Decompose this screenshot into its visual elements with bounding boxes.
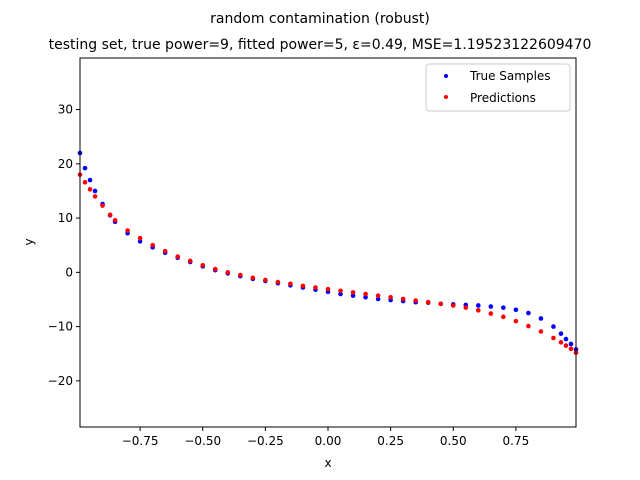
- data-point: [87, 187, 93, 192]
- data-point: [513, 307, 519, 313]
- data-point: [563, 336, 569, 342]
- data-point: [363, 295, 368, 300]
- data-point: [425, 299, 431, 305]
- y-tick-label: 30: [58, 103, 73, 117]
- data-point: [275, 279, 281, 285]
- data-point: [125, 228, 130, 233]
- data-point: [107, 212, 113, 218]
- series-predictions: [77, 172, 579, 355]
- x-tick-label: 0.00: [315, 434, 342, 448]
- data-point: [488, 311, 494, 316]
- x-tick-label: 0.75: [503, 434, 530, 448]
- data-point: [538, 316, 544, 321]
- y-tick-label: 20: [58, 157, 73, 171]
- data-point: [175, 254, 180, 259]
- data-point: [363, 291, 368, 297]
- data-point: [375, 293, 381, 298]
- data-point: [463, 305, 469, 310]
- data-point: [238, 272, 243, 278]
- data-point: [563, 343, 569, 348]
- data-point: [288, 281, 293, 287]
- chart-subtitle: testing set, true power=9, fitted power=…: [49, 37, 592, 53]
- legend-label-true-samples: True Samples: [469, 69, 551, 83]
- data-point: [325, 286, 331, 292]
- x-tick-label: 0.50: [440, 434, 467, 448]
- legend-marker-predictions: [444, 95, 448, 99]
- data-point: [501, 314, 506, 320]
- x-tick-label: −0.75: [122, 434, 159, 448]
- data-point: [300, 283, 306, 289]
- data-point: [551, 335, 556, 341]
- data-point: [526, 310, 531, 316]
- data-point: [338, 291, 343, 297]
- data-point: [150, 242, 155, 248]
- data-point: [513, 318, 519, 324]
- data-point: [100, 203, 105, 208]
- data-point: [476, 308, 481, 313]
- data-point: [558, 331, 564, 336]
- plot-area: [77, 57, 579, 428]
- data-point: [350, 290, 356, 295]
- plot-background: [80, 58, 576, 427]
- data-point: [212, 266, 218, 272]
- data-point: [400, 296, 406, 302]
- data-point: [82, 165, 88, 171]
- data-point: [313, 285, 318, 290]
- x-tick-label: −0.25: [247, 434, 284, 448]
- x-tick-label: 0.25: [377, 434, 404, 448]
- x-axis: −0.75 −0.50 −0.25 0.00 0.25 0.50 0.75: [122, 427, 530, 448]
- data-point: [250, 275, 256, 281]
- data-point: [112, 217, 118, 223]
- data-point: [350, 293, 356, 298]
- legend-label-predictions: Predictions: [470, 91, 536, 105]
- y-axis-label: y: [22, 238, 36, 245]
- y-tick-label: 0: [65, 265, 73, 279]
- legend-box: [425, 63, 571, 112]
- data-point: [558, 340, 564, 345]
- data-point: [338, 288, 343, 294]
- legend: True Samples Predictions: [425, 63, 571, 112]
- x-tick-label: −0.50: [184, 434, 221, 448]
- legend-marker-true-samples: [444, 74, 448, 78]
- data-point: [137, 235, 143, 241]
- y-axis: −20 −10 0 10 20 30: [48, 103, 80, 388]
- data-point: [92, 188, 98, 194]
- data-point: [82, 179, 88, 185]
- data-point: [551, 324, 556, 329]
- series-layer: [77, 150, 579, 355]
- data-point: [501, 305, 506, 310]
- data-point: [450, 303, 456, 308]
- y-tick-label: −10: [48, 320, 73, 334]
- data-point: [526, 323, 531, 329]
- data-point: [413, 298, 418, 303]
- y-tick-label: −20: [48, 374, 73, 388]
- data-point: [92, 194, 98, 199]
- x-axis-label: x: [324, 456, 331, 470]
- data-point: [87, 177, 93, 183]
- data-point: [137, 239, 143, 244]
- data-point: [438, 301, 444, 307]
- data-point: [538, 329, 544, 334]
- y-tick-label: 10: [58, 211, 73, 225]
- data-point: [568, 346, 574, 352]
- data-point: [476, 303, 481, 308]
- data-point: [488, 304, 494, 309]
- data-point: [225, 270, 231, 275]
- data-point: [388, 295, 393, 300]
- data-point: [568, 341, 574, 347]
- data-point: [263, 277, 268, 283]
- data-point: [162, 248, 168, 254]
- data-point: [187, 258, 193, 264]
- chart-title: random contamination (robust): [210, 11, 430, 27]
- data-point: [200, 262, 206, 268]
- data-point: [375, 296, 381, 302]
